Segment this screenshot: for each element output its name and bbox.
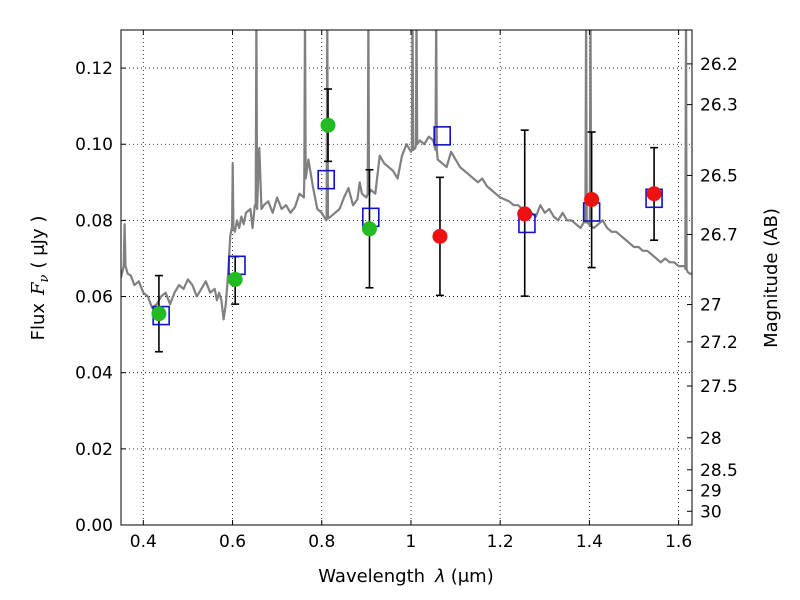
model-photometry-square — [317, 169, 336, 190]
observed-infrared-point — [646, 186, 662, 202]
x-axis-label-unit: (μm) — [451, 566, 494, 587]
x-axis-label: Wavelength λ (μm) — [318, 566, 493, 587]
y2-tick-label: 30 — [700, 502, 722, 522]
x-axis-label-text: Wavelength — [318, 566, 425, 587]
y2-tick-label: 26.2 — [700, 55, 738, 75]
y-tick-label: 0.06 — [75, 288, 113, 308]
y2-tick-label: 26.7 — [700, 225, 738, 245]
y2-tick-label: 28.5 — [700, 461, 738, 481]
observed-optical-point — [151, 306, 167, 322]
x-tick-label: 1 — [406, 532, 417, 552]
y-tick-label: 0.12 — [75, 59, 113, 79]
observed-infrared-point — [584, 191, 600, 207]
y2-tick-label: 27.2 — [700, 333, 738, 353]
y2-tick-label: 28 — [700, 429, 722, 449]
y2-tick-label: 26.5 — [700, 166, 738, 186]
data-markers — [151, 117, 663, 326]
y2-tick-label: 27.5 — [700, 377, 738, 397]
y-tick-label: 0.10 — [75, 135, 113, 155]
y2-axis-label: Magnitude (AB) — [761, 208, 782, 348]
x-axis-label-symbol: λ — [434, 566, 446, 587]
y2-tick-label: 29 — [700, 481, 722, 501]
x-tick-label: 0.8 — [308, 532, 335, 552]
y2-tick-label: 27 — [700, 296, 722, 316]
y-tick-label: 0.02 — [75, 440, 113, 460]
observed-infrared-point — [432, 228, 448, 244]
observed-optical-point — [320, 117, 336, 133]
y-axis-label-text: Flux — [28, 303, 49, 341]
x-tick-label: 1.2 — [487, 532, 514, 552]
observed-optical-point — [227, 271, 243, 287]
x-tick-label: 0.4 — [130, 532, 157, 552]
model-sed-spectrum — [121, 30, 692, 321]
x-tick-label: 1.4 — [576, 532, 603, 552]
plot-frame — [120, 29, 693, 526]
model-photometry-square — [433, 126, 451, 146]
y-axis-label-symbol: F — [28, 281, 49, 296]
y-axis-label-unit: ( μJy ) — [28, 216, 49, 269]
y-tick-label: 0.00 — [75, 516, 113, 536]
y2-tick-label: 26.3 — [700, 96, 738, 116]
axis-ticks: 0.4 0.6 0.8 1 1.2 1.4 1.6 0.00 0.02 0.04 0.06 0.08 0… — [75, 30, 738, 552]
y-tick-label: 0.04 — [75, 364, 113, 384]
model-sed-line — [121, 30, 692, 321]
x-tick-label: 1.6 — [665, 532, 692, 552]
x-tick-label: 0.6 — [219, 532, 246, 552]
y-axis-label-subscript: ν — [37, 274, 52, 282]
observed-infrared-point — [517, 206, 533, 222]
y-tick-label: 0.08 — [75, 211, 113, 231]
observed-optical-point — [361, 221, 377, 237]
grid — [121, 30, 692, 526]
y-axis-label: Flux Fν ( μJy ) — [28, 216, 52, 341]
